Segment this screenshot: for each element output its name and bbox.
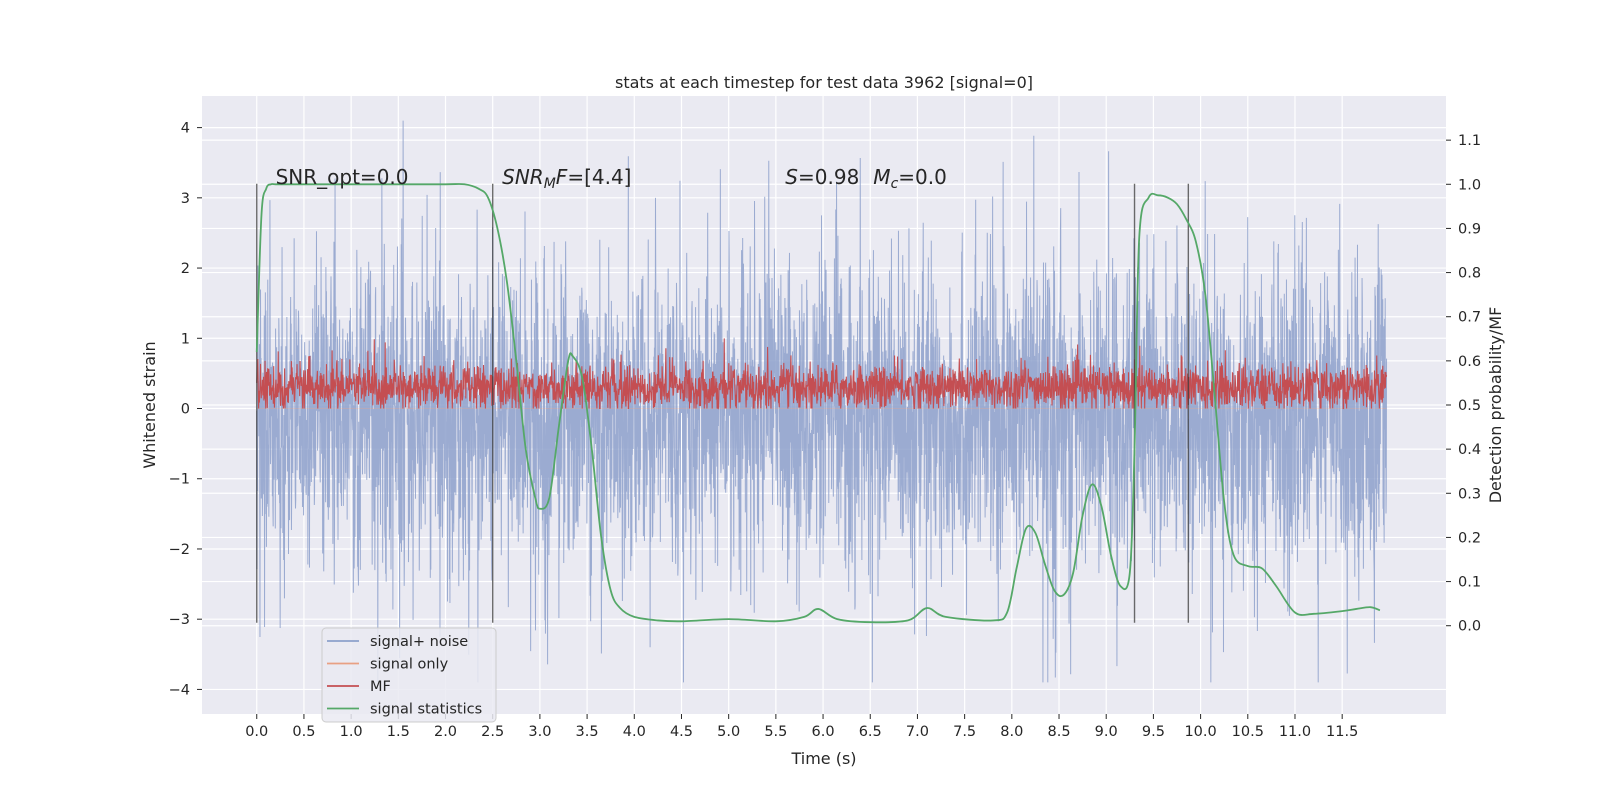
y-left-tick-label: 4: [181, 121, 190, 137]
y-right-tick-label: 0.0: [1458, 619, 1481, 635]
signal-plus-noise-series: [256, 120, 1388, 683]
legend-entry: signal statistics: [370, 702, 482, 718]
y-left-tick-label: −3: [169, 612, 190, 628]
x-tick-label: 11.0: [1279, 724, 1311, 740]
vertical-lines: [256, 183, 1190, 623]
y-left-tick-label: −4: [169, 682, 190, 698]
x-tick-label: 6.0: [812, 724, 835, 740]
x-tick-label: 8.5: [1047, 724, 1070, 740]
x-tick-label: 11.5: [1326, 724, 1358, 740]
y-right-tick-label: 0.3: [1458, 486, 1481, 502]
y-right-tick-label: 0.7: [1458, 310, 1481, 326]
y-left-tick-label: 3: [181, 191, 190, 207]
x-axis-label: Time (s): [790, 749, 856, 768]
mf-series: [256, 338, 1388, 410]
y-right-tick-label: 0.4: [1458, 442, 1481, 458]
x-tick-label: 9.5: [1142, 724, 1165, 740]
y-right-tick-label: 0.1: [1458, 575, 1481, 591]
legend-entry: signal only: [370, 657, 449, 673]
x-tick-label: 2.5: [481, 724, 504, 740]
x-tick-label: 9.0: [1095, 724, 1118, 740]
x-tick-label: 7.5: [953, 724, 976, 740]
y-right-axis-label: Detection probability/MF: [1486, 307, 1505, 504]
x-tick-label: 0.5: [292, 724, 315, 740]
x-tick-label: 3.5: [576, 724, 599, 740]
y-left-axis-label: Whitened strain: [140, 341, 159, 468]
legend: signal+ noise signal only MF signal statist…: [321, 627, 497, 723]
x-tick-label: 4.0: [623, 724, 646, 740]
chart-title: stats at each timestep for test data 396…: [615, 73, 1033, 92]
x-tick-label: 5.0: [717, 724, 740, 740]
legend-entry: MF: [370, 679, 391, 695]
y-left-tick-label: −2: [169, 542, 190, 558]
x-tick-label: 3.0: [528, 724, 551, 740]
y-right-axis-ticks: 0.0 0.1 0.2 0.3 0.4 0.5 0.6 0.7 0.8 0.9 1.0 1.1: [1446, 133, 1481, 635]
y-right-tick-label: 0.8: [1458, 266, 1481, 282]
annotation-snr-mf: SNRMF=[4.4]: [502, 165, 631, 192]
x-tick-label: 8.0: [1000, 724, 1023, 740]
legend-box: [321, 627, 497, 723]
y-right-tick-label: 0.6: [1458, 354, 1481, 370]
x-tick-label: 1.0: [340, 724, 363, 740]
y-left-axis-ticks: −4 −3 −2 −1 0 1 2 3 4: [169, 121, 202, 698]
y-left-tick-label: 2: [181, 261, 190, 277]
x-tick-label: 0.0: [245, 724, 268, 740]
x-tick-label: 2.0: [434, 724, 457, 740]
y-right-tick-label: 0.9: [1458, 221, 1481, 237]
y-left-tick-label: 1: [181, 331, 190, 347]
y-right-tick-label: 0.5: [1458, 398, 1481, 414]
x-tick-label: 7.0: [906, 724, 929, 740]
x-tick-label: 1.5: [387, 724, 410, 740]
y-right-tick-label: 0.2: [1458, 530, 1481, 546]
annotation-snr-opt: SNR_opt=0.0: [276, 165, 409, 189]
x-tick-label: 10.5: [1232, 724, 1264, 740]
signal-plus-noise-line: [256, 120, 1388, 683]
signal-statistics-series: [255, 183, 1381, 624]
y-right-tick-label: 1.0: [1458, 177, 1481, 193]
annotations: SNR_opt=0.0 SNRMF=[4.4] S=0.98 Mc=0.0: [276, 165, 947, 192]
annotation-s-mc: S=0.98 Mc=0.0: [785, 165, 947, 192]
y-left-tick-label: −1: [169, 472, 190, 488]
mf-line: [256, 338, 1388, 410]
x-tick-label: 10.0: [1184, 724, 1216, 740]
y-left-tick-label: 0: [181, 402, 190, 418]
legend-entry: signal+ noise: [370, 634, 468, 650]
y-right-tick-label: 1.1: [1458, 133, 1481, 149]
x-tick-label: 6.5: [859, 724, 882, 740]
x-tick-label: 5.5: [764, 724, 787, 740]
x-tick-label: 4.5: [670, 724, 693, 740]
x-axis-ticks: 0.0 0.5 1.0 1.5 2.0 2.5 3.0 3.5 4.0 4.5 5.0 5.5 6.0 6…: [245, 714, 1358, 740]
signal-statistics-line: [255, 183, 1381, 624]
